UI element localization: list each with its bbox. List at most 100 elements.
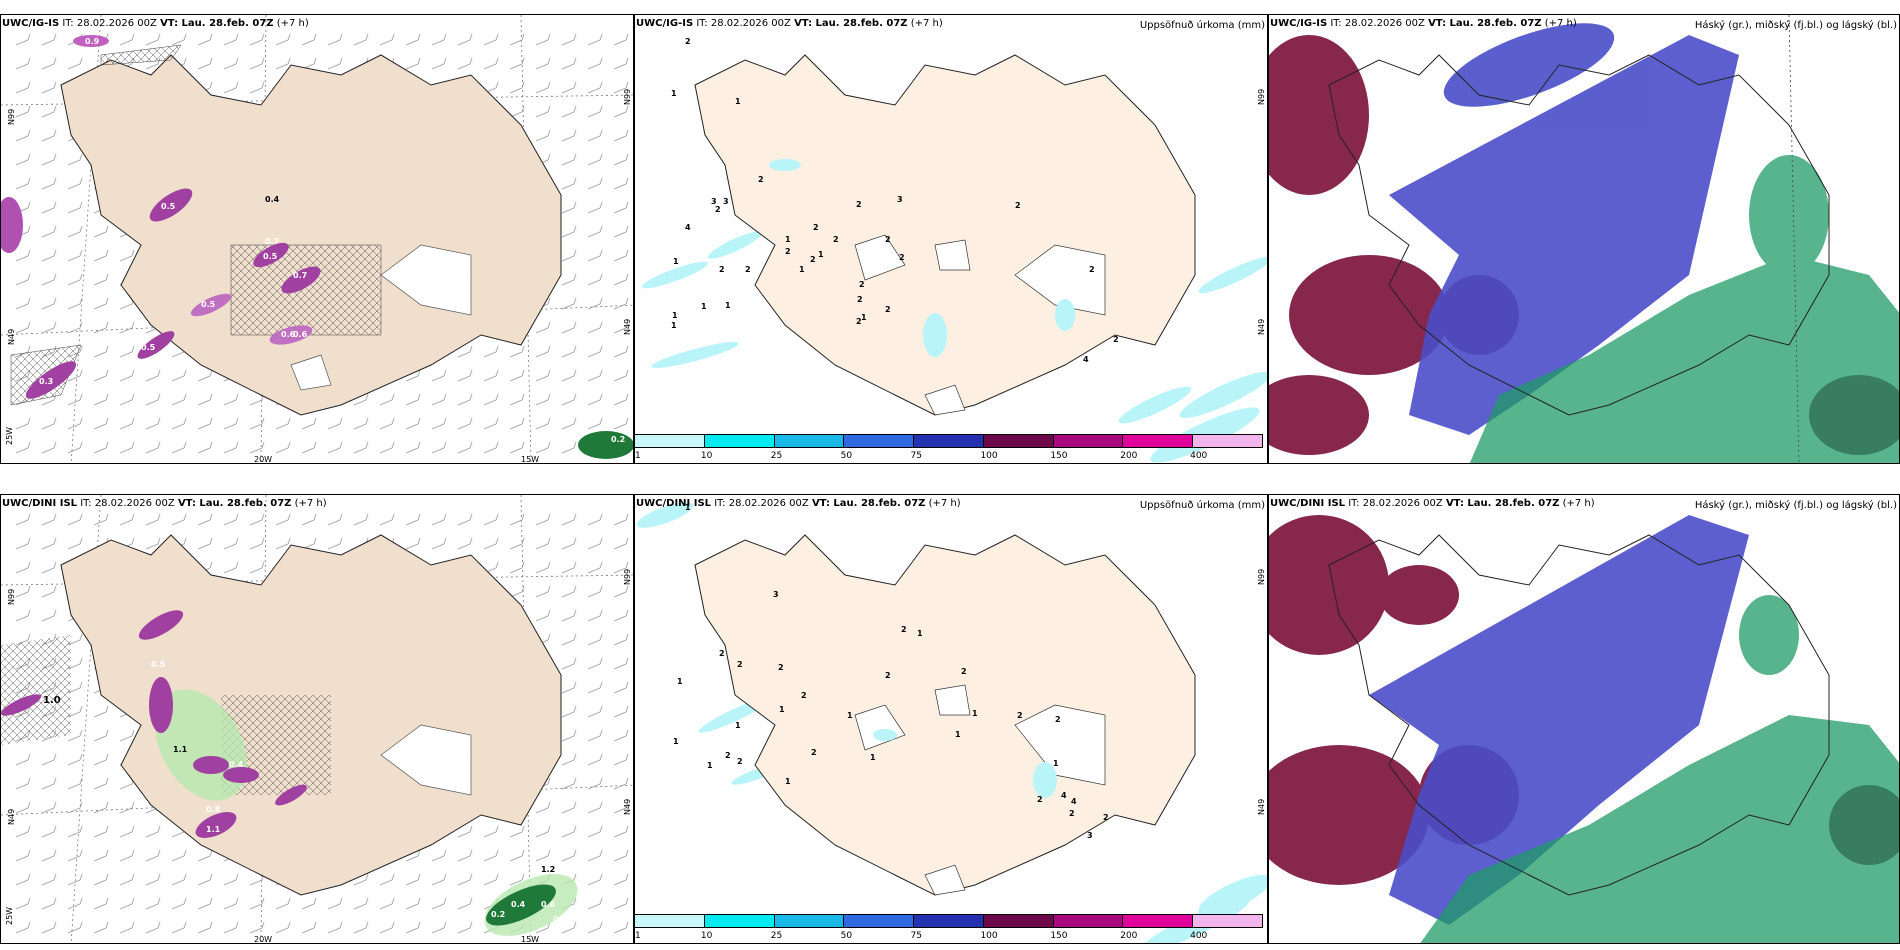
wind-barb-tick [573,129,577,137]
wind-barb-tick [79,225,83,233]
wind-barb [353,903,367,910]
wind-barb [509,351,523,358]
wind-barb-tick [495,441,499,449]
wind-barb [353,519,367,526]
precip-value-label: 1 [671,89,677,98]
wind-barb [93,927,107,934]
wind-barb [67,927,81,934]
wind-barb-tick [469,921,473,929]
precip-value-label: 3 [897,195,903,204]
wind-barb [15,807,29,814]
wind-barb-tick [365,921,369,929]
wind-barb [41,39,55,46]
wind-barb-tick [469,345,473,353]
wind-barb-tick [599,921,603,929]
wind-barb-tick [27,225,31,233]
value-label: 0.7 [293,271,308,280]
wind-barb-tick [27,777,31,785]
value-label: 1.1 [206,825,221,834]
mid-cloud [1369,515,1749,925]
wind-barb [457,351,471,358]
lat-label: N99 [7,588,16,605]
wind-barb-tick [599,849,603,857]
wind-barb [613,159,627,166]
wind-barb [431,447,445,454]
wind-barb [561,87,575,94]
wind-barb [457,447,471,454]
wind-barb-tick [27,417,31,425]
wind-barb [67,399,81,406]
wind-barb [587,711,601,718]
colorbar-swatch [983,915,1054,927]
wind-barb-tick [573,225,577,233]
wind-barb-tick [105,753,109,761]
wind-barb [327,423,341,430]
glaciers [854,684,1106,896]
wind-barb-tick [105,897,109,905]
wind-barb [535,447,549,454]
wind-barb [509,39,523,46]
wind-barb [41,903,55,910]
wind-barb-tick [573,393,577,401]
wind-barb-tick [157,921,161,929]
map-canvas [1269,15,1899,463]
value-label: 0.3 [39,377,54,386]
wind-barb [275,543,289,550]
wind-barb [327,903,341,910]
precip-value-label: 3 [773,590,779,599]
wind-barb [197,543,211,550]
wind-barb [93,807,107,814]
wind-barb-tick [53,153,57,161]
wind-barb-tick [105,801,109,809]
wind-barb-tick [599,369,603,377]
wind-barb [275,447,289,454]
precip-value-label: 1 [673,737,679,746]
wind-barb [509,423,523,430]
wind-barb [483,423,497,430]
wind-barb [249,423,263,430]
wind-barb-tick [521,417,525,425]
wind-barb [613,711,627,718]
wind-barb-tick [573,321,577,329]
wind-barb-tick [521,105,525,113]
wind-barb [561,687,575,694]
wind-barb [613,135,627,142]
wind-barb-tick [105,273,109,281]
wind-barb [145,375,159,382]
wind-barb-tick [313,537,317,545]
wind-barb [613,855,627,862]
wind-barb [197,855,211,862]
wind-barb-tick [469,369,473,377]
wind-barb-tick [313,513,317,521]
wind-barb-tick [573,105,577,113]
wind-barb-tick [443,369,447,377]
wind-barb [15,927,29,934]
wind-barb-tick [339,921,343,929]
precip-value-label: 1 [671,321,677,330]
wind-barb [223,519,237,526]
wind-barb-tick [625,105,629,113]
colorbar-tick-label: 75 [910,931,922,941]
light-precip-over-land [769,159,1075,357]
wind-barb-tick [261,921,265,929]
wind-barb-tick [79,633,83,641]
wind-barb-tick [79,873,83,881]
wind-barb [535,111,549,118]
precip-value-label: 2 [1015,201,1021,210]
wind-barb [223,39,237,46]
wind-barb [613,759,627,766]
wind-barb-tick [131,345,135,353]
wind-barb [41,855,55,862]
wind-barb-tick [79,345,83,353]
map-canvas [1269,495,1899,943]
wind-barb-tick [625,561,629,569]
wind-barb-tick [599,177,603,185]
iceland-land [60,54,562,416]
wind-barb-tick [183,873,187,881]
colorbar-swatch [844,915,915,927]
wind-barb-tick [573,81,577,89]
wind-barb [145,423,159,430]
glacier [380,244,472,316]
wind-barb [93,279,107,286]
wind-barb [301,447,315,454]
